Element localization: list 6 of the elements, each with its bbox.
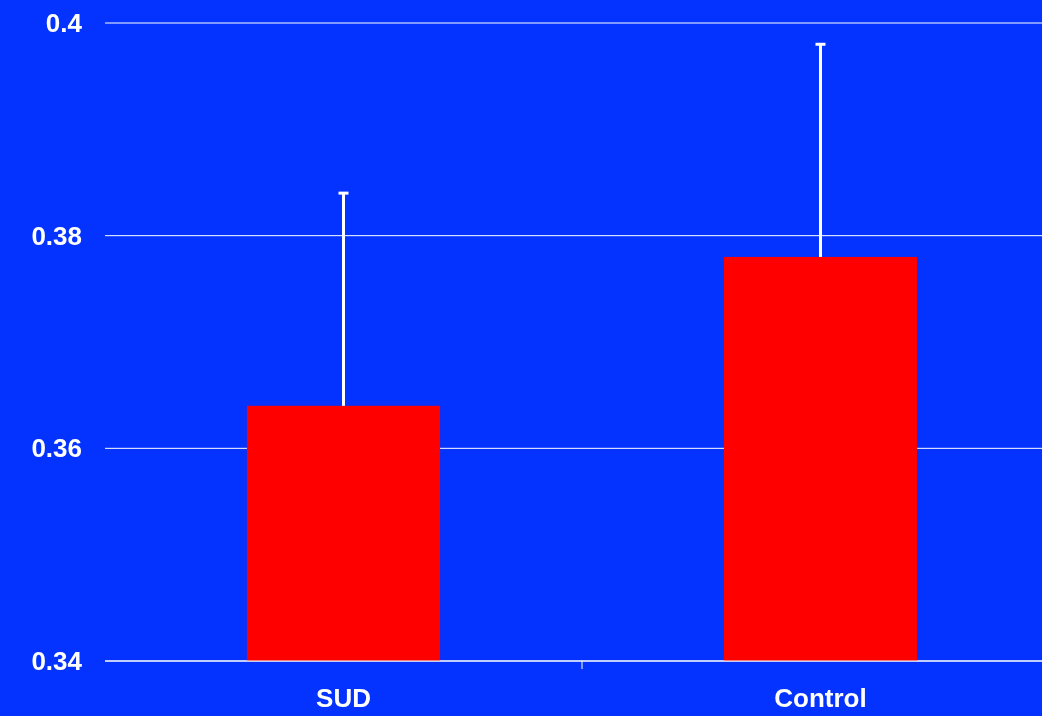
x-tick-label: Control <box>774 683 867 713</box>
y-tick-label: 0.4 <box>45 8 83 39</box>
y-tick-label: 0.36 <box>31 433 82 464</box>
y-tick-label: 0.38 <box>31 220 82 251</box>
x-tick-label: SUD <box>316 683 371 713</box>
y-tick-label: 0.34 <box>31 646 83 677</box>
